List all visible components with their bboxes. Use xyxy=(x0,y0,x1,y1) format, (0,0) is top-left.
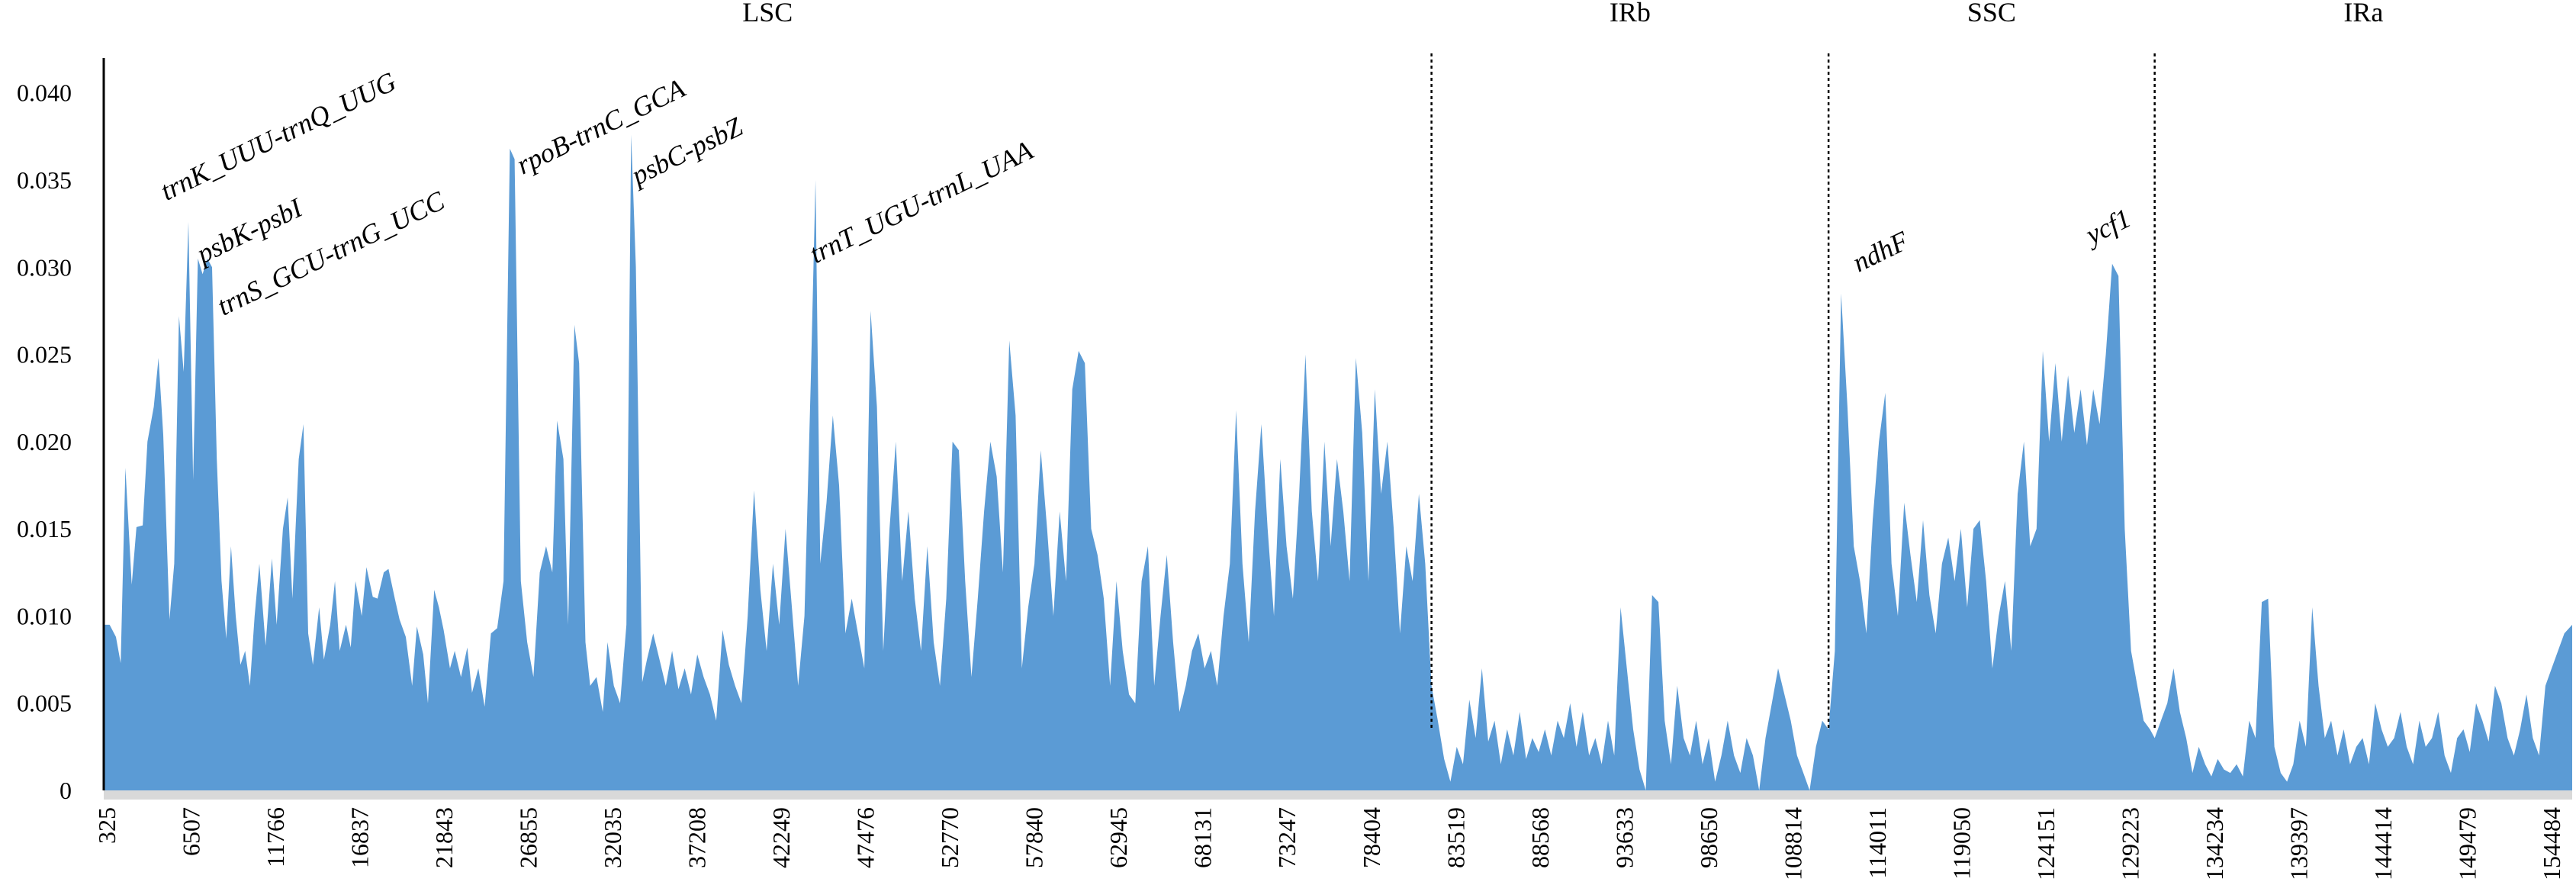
x-tick-label: 114011 xyxy=(1864,807,1891,879)
x-tick-label: 16837 xyxy=(346,807,374,868)
y-tick-label: 0.035 xyxy=(17,166,72,194)
y-tick-label: 0.040 xyxy=(17,79,72,107)
x-tick-label: 57840 xyxy=(1021,807,1048,868)
peak-annotation: trnS_GCU-trnG_UCC xyxy=(212,185,449,321)
peak-annotation: ycf1 xyxy=(2079,203,2135,252)
x-tick-label: 325 xyxy=(93,807,121,844)
y-tick-label: 0.005 xyxy=(17,690,72,717)
x-tick-label: 26855 xyxy=(515,807,542,868)
y-tick-label: 0.015 xyxy=(17,515,72,542)
x-tick-label: 42249 xyxy=(767,807,795,868)
x-axis-strip xyxy=(104,790,2572,800)
x-tick-label: 119050 xyxy=(1947,807,1975,880)
y-tick-label: 0 xyxy=(59,777,72,804)
x-tick-label: 83519 xyxy=(1442,807,1469,868)
x-tick-label: 88568 xyxy=(1526,807,1554,868)
x-tick-label: 93633 xyxy=(1610,807,1638,868)
region-labels: LSC IRb SSC IRa xyxy=(742,0,2383,27)
x-tick-label: 154484 xyxy=(2538,807,2565,880)
x-tick-label: 21843 xyxy=(430,807,458,868)
region-label-irb: IRb xyxy=(1610,0,1651,27)
x-tick-label: 6507 xyxy=(178,807,205,856)
region-label-ssc: SSC xyxy=(1967,0,2016,27)
region-label-lsc: LSC xyxy=(742,0,793,27)
x-tick-label: 134234 xyxy=(2201,807,2228,880)
peak-annotation: psbC-psbZ xyxy=(625,111,748,191)
y-tick-label: 0.025 xyxy=(17,341,72,368)
region-boundaries xyxy=(1430,53,2156,729)
y-tick-labels: 0 0.005 0.010 0.015 0.020 0.025 0.030 0.035 0.04… xyxy=(17,79,72,804)
diversity-area-series xyxy=(104,134,2572,791)
x-tick-label: 139397 xyxy=(2285,807,2312,880)
y-tick-label: 0.020 xyxy=(17,428,72,455)
x-tick-label: 98650 xyxy=(1695,807,1722,868)
x-tick-labels: 325 6507 11766 16837 21843 26855 32035 37208 422… xyxy=(93,807,2565,880)
peak-annotation: ndhF xyxy=(1848,225,1914,278)
y-tick-label: 0.030 xyxy=(17,253,72,281)
x-tick-label: 68131 xyxy=(1189,807,1217,868)
x-tick-label: 11766 xyxy=(262,807,289,867)
y-tick-label: 0.010 xyxy=(17,602,72,629)
x-tick-label: 144414 xyxy=(2369,807,2397,880)
peak-annotation: trnK_UUU-trnQ_UUG xyxy=(156,66,400,206)
x-tick-label: 78404 xyxy=(1358,807,1385,868)
x-tick-label: 124151 xyxy=(2032,807,2060,880)
axis-strip xyxy=(104,790,2572,800)
x-tick-label: 73247 xyxy=(1273,807,1301,868)
region-label-ira: IRa xyxy=(2343,0,2383,27)
x-tick-label: 62945 xyxy=(1105,807,1132,868)
x-tick-label: 108814 xyxy=(1779,807,1806,880)
x-tick-label: 37208 xyxy=(683,807,711,868)
x-tick-label: 47476 xyxy=(852,807,880,868)
x-tick-label: 32035 xyxy=(599,807,626,868)
diversity-area xyxy=(104,134,2572,791)
x-tick-label: 52770 xyxy=(936,807,963,868)
peak-annotations: trnK_UUU-trnQ_UUGpsbK-psbItrnS_GCU-trnG_… xyxy=(156,66,2135,321)
peak-annotation: trnT_UGU-trnL_UAA xyxy=(805,134,1038,269)
x-tick-label: 129223 xyxy=(2116,807,2143,880)
x-tick-label: 149479 xyxy=(2453,807,2481,880)
